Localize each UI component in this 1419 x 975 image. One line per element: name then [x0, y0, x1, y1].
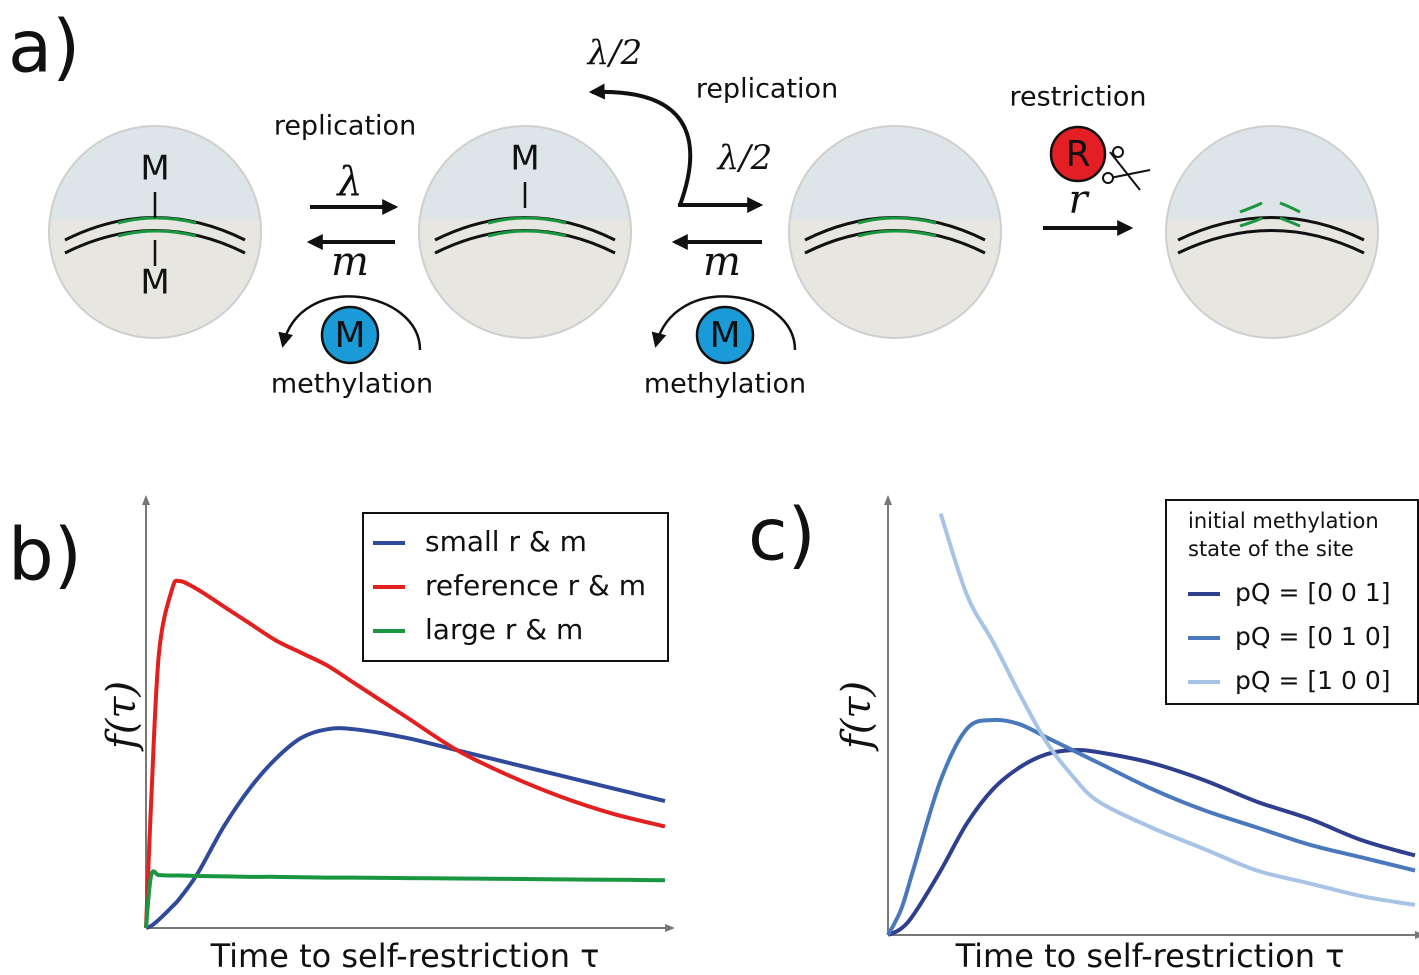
panel-label: c) [748, 493, 816, 577]
series-line [146, 871, 665, 928]
enzyme-label: M [334, 315, 365, 356]
legend-label: small r & m [425, 525, 587, 558]
rate: m [331, 239, 369, 285]
legend-label: pQ = [1 0 0] [1235, 666, 1391, 695]
chart: c) f(τ) Time to self-restriction τ initial … [748, 493, 1419, 975]
cells [49, 126, 1378, 338]
panel-label: a) [8, 5, 80, 89]
figure: a) M [0, 0, 1419, 975]
legend: small r & m reference r & m large r & m [363, 513, 668, 661]
series-line [888, 750, 1415, 935]
panel-label: b) [8, 513, 82, 597]
series-line [146, 728, 665, 928]
legend-label: large r & m [425, 613, 583, 646]
rate: r [1068, 177, 1090, 223]
diagram: a) M [8, 5, 1378, 400]
transition-label: methylation [644, 369, 806, 400]
rate: m [703, 239, 741, 285]
transition-label: replication [696, 74, 838, 105]
site-mark: M [140, 149, 169, 189]
chart: b) f(τ) Time to self-restriction τ small r … [8, 497, 673, 975]
x-axis-label: Time to self-restriction τ [955, 937, 1345, 975]
rate: λ/2 [716, 138, 773, 178]
enzyme-label: R [1065, 134, 1090, 175]
legend-label: pQ = [0 0 1] [1235, 578, 1391, 607]
legend-label: reference r & m [425, 569, 646, 602]
legend-title: initial methylation [1188, 509, 1379, 533]
rate: λ/2 [586, 33, 643, 73]
transition-label: restriction [1010, 82, 1147, 113]
enzyme-label: M [709, 315, 740, 356]
site-mark: M [510, 139, 539, 179]
rate: λ [335, 159, 362, 205]
y-axis-label: f(τ) [99, 681, 145, 752]
site-mark: M [140, 263, 169, 303]
legend-label: pQ = [0 1 0] [1235, 622, 1391, 651]
legend-title: state of the site [1188, 537, 1354, 561]
transition-label: replication [274, 111, 416, 142]
x-axis-label: Time to self-restriction τ [210, 937, 600, 975]
legend: initial methylation state of the site pQ =… [1166, 500, 1418, 704]
scissors [1103, 147, 1150, 190]
transition-label: methylation [271, 369, 433, 400]
y-axis-label: f(τ) [834, 681, 880, 752]
charts: b) f(τ) Time to self-restriction τ small r … [8, 493, 1419, 975]
